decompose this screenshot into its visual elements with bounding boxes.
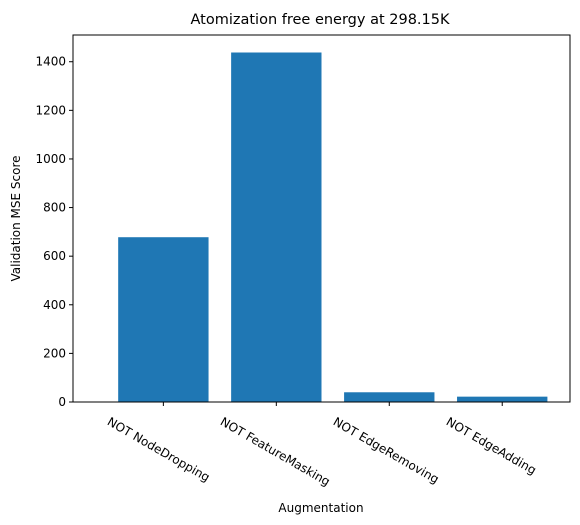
bar-2 — [231, 52, 322, 403]
y-tick-label: 400 — [43, 298, 66, 312]
x-tick-label: NOT NodeDropping — [105, 414, 212, 484]
y-tick-label: 1000 — [35, 152, 66, 166]
bar-4 — [457, 396, 548, 402]
x-tick-label: NOT EdgeRemoving — [331, 414, 442, 486]
bar-1 — [118, 237, 209, 402]
chart-title: Atomization free energy at 298.15K — [190, 12, 450, 28]
y-tick-label: 1200 — [35, 103, 66, 117]
x-tick-label: NOT EdgeAdding — [444, 414, 539, 477]
bars-group — [118, 52, 548, 403]
y-axis: 0 200 400 600 800 1000 1200 1400 — [35, 55, 73, 409]
y-tick-label: 1400 — [35, 55, 66, 69]
plot-frame — [72, 34, 571, 403]
y-tick-label: 600 — [43, 249, 66, 263]
y-axis-title: Validation MSE Score — [9, 155, 23, 281]
bar-3 — [344, 392, 435, 402]
x-tick-label: NOT FeatureMasking — [218, 414, 333, 488]
y-tick-label: 0 — [58, 395, 66, 409]
y-tick-label: 800 — [43, 201, 66, 215]
x-axis-title: Augmentation — [278, 501, 363, 515]
y-tick-label: 200 — [43, 346, 66, 360]
